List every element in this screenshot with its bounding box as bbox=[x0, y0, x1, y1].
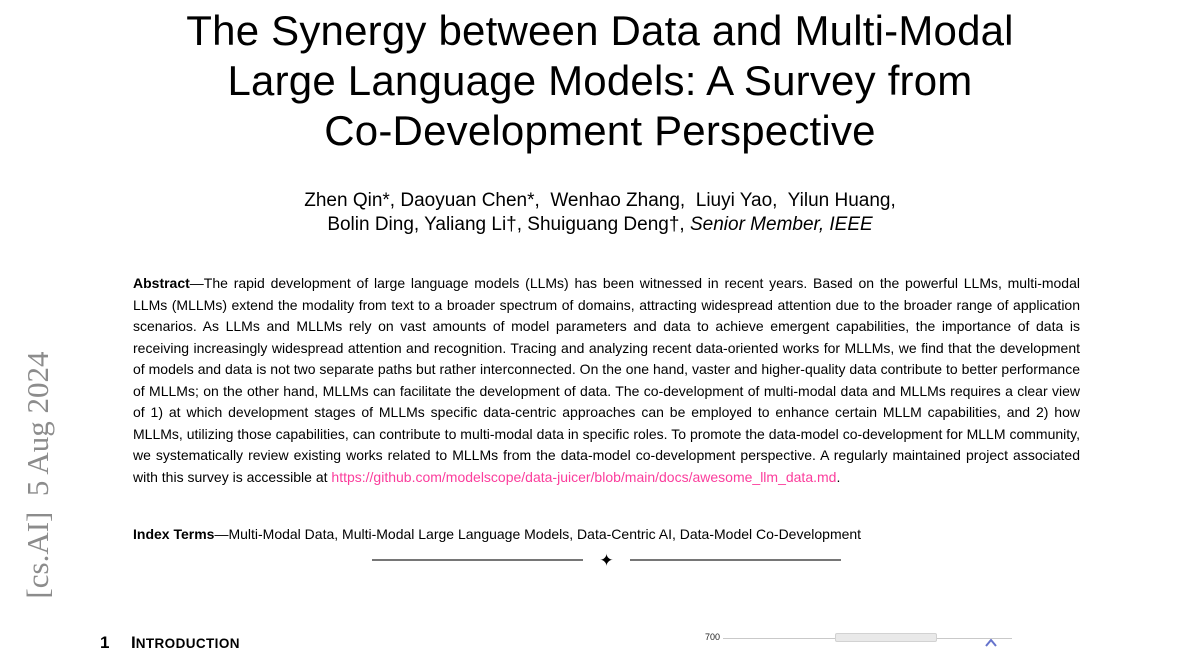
index-terms: Index Terms—Multi-Modal Data, Multi-Moda… bbox=[133, 524, 1080, 544]
project-link[interactable]: https://github.com/modelscope/data-juice… bbox=[331, 468, 837, 485]
figure-1-chart-top: 700 bbox=[702, 628, 1022, 648]
divider-rule-left bbox=[372, 559, 584, 561]
paper-title-line1: The Synergy between Data and Multi-Modal bbox=[186, 7, 1014, 54]
index-terms-body: Multi-Modal Data, Multi-Modal Large Lang… bbox=[228, 526, 862, 542]
author-ieee-title: Senior Member, IEEE bbox=[689, 213, 873, 235]
abstract-body: The rapid development of large language … bbox=[133, 275, 1080, 485]
author-line2-names: Bolin Ding, Yaliang Li†, Shuiguang Deng†… bbox=[327, 213, 690, 235]
figure-legend-box bbox=[835, 633, 937, 642]
figure-ytick-label: 700 bbox=[705, 632, 721, 642]
abstract-dash: — bbox=[189, 275, 204, 291]
abstract-after-link: . bbox=[836, 468, 841, 485]
abstract-label: Abstract bbox=[133, 275, 190, 291]
paper-title-line2: Large Language Models: A Survey from bbox=[227, 57, 973, 104]
section-heading-introduction: 1 INTRODUCTION bbox=[100, 633, 240, 648]
arxiv-watermark: [cs.AI] 5 Aug 2024 bbox=[20, 351, 55, 599]
divider-rule-right bbox=[629, 559, 841, 561]
author-list: Zhen Qin*, Daoyuan Chen*, Wenhao Zhang, … bbox=[0, 189, 1200, 236]
figure-marker-icon bbox=[985, 634, 997, 648]
abstract: Abstract—The rapid development of large … bbox=[133, 273, 1080, 488]
section-title-initial: I bbox=[131, 633, 136, 648]
paper-title-line3: Co-Development Perspective bbox=[324, 107, 876, 154]
author-line1: Zhen Qin*, Daoyuan Chen*, Wenhao Zhang, … bbox=[304, 190, 896, 211]
author-line2: Bolin Ding, Yaliang Li†, Shuiguang Deng†… bbox=[0, 213, 1200, 237]
paper-title: The Synergy between Data and Multi-Modal… bbox=[0, 6, 1200, 156]
index-terms-label: Index Terms bbox=[133, 526, 215, 542]
section-title-rest: NTRODUCTION bbox=[135, 636, 240, 648]
section-divider: ✦ bbox=[133, 548, 1080, 572]
section-number: 1 bbox=[100, 633, 110, 648]
diamond-icon: ✦ bbox=[599, 550, 614, 570]
index-terms-dash: — bbox=[214, 526, 229, 542]
